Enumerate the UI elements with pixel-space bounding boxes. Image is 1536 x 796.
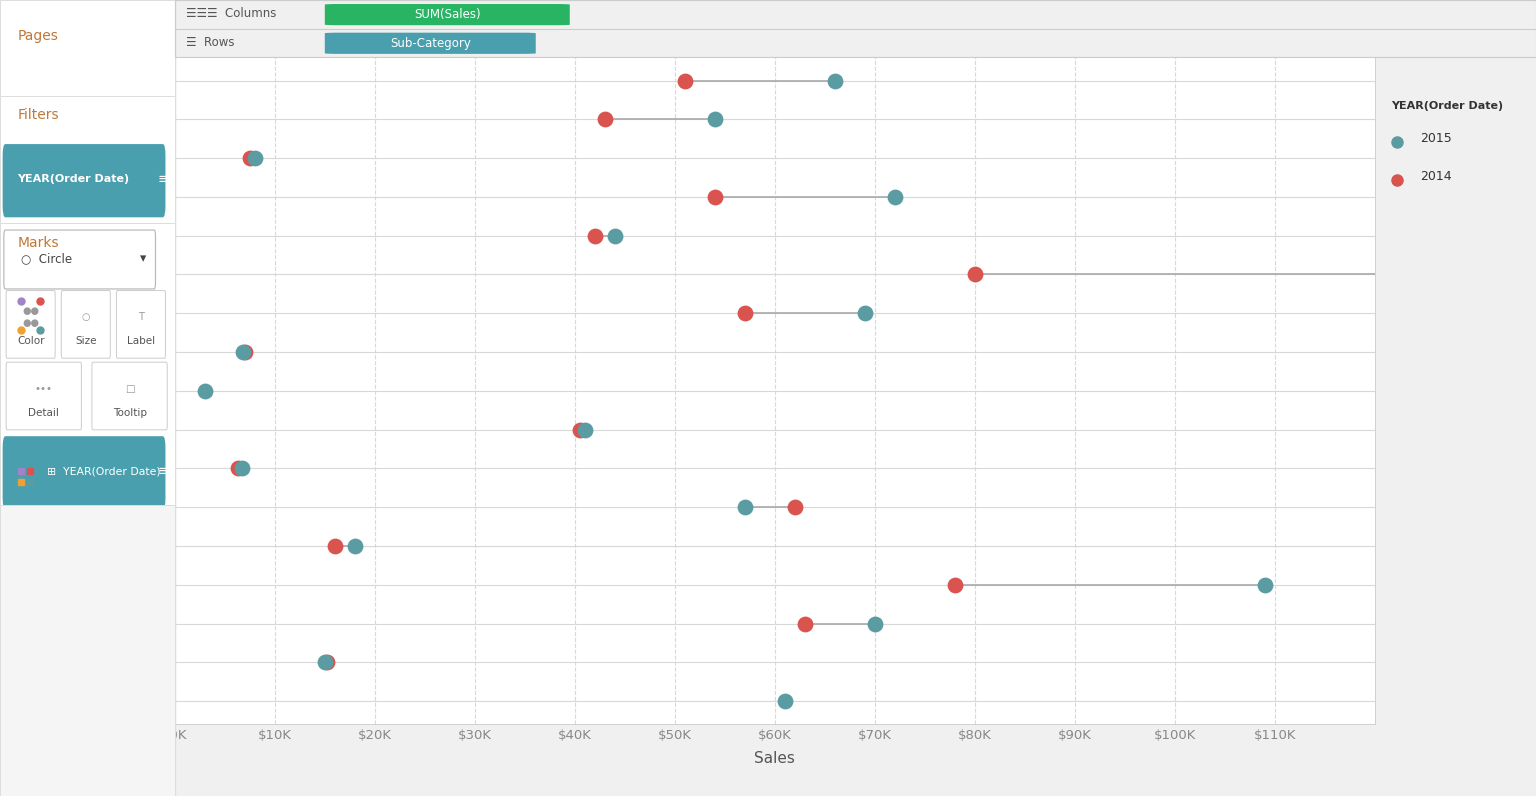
Point	[943, 579, 968, 591]
FancyBboxPatch shape	[3, 144, 166, 217]
Point	[573, 423, 598, 436]
Text: Detail: Detail	[28, 408, 60, 418]
Text: Size: Size	[75, 336, 97, 346]
Point	[883, 190, 908, 203]
Text: Label: Label	[127, 336, 155, 346]
Point	[226, 462, 250, 474]
Point	[323, 540, 347, 552]
Point	[793, 617, 817, 630]
Bar	[0, 96, 175, 223]
Text: Tooltip: Tooltip	[112, 408, 146, 418]
Text: Pages: Pages	[17, 29, 58, 43]
Point	[238, 152, 263, 165]
Text: Sub-Category: Sub-Category	[390, 37, 470, 50]
Point	[733, 501, 757, 513]
FancyBboxPatch shape	[117, 291, 166, 358]
Point	[243, 152, 267, 165]
Text: □: □	[124, 384, 135, 394]
Text: ▾: ▾	[140, 252, 147, 265]
Text: Filters: Filters	[17, 108, 58, 123]
Point	[963, 268, 988, 281]
Text: ⊞  YEAR(Order Date): ⊞ YEAR(Order Date)	[48, 466, 161, 476]
FancyBboxPatch shape	[61, 291, 111, 358]
Point	[602, 229, 627, 242]
Point	[733, 307, 757, 320]
Point	[863, 617, 888, 630]
Text: 2014: 2014	[1421, 170, 1452, 183]
Bar	[0, 223, 175, 505]
Text: 2015: 2015	[1421, 132, 1452, 146]
Bar	[0, 505, 175, 796]
Point	[673, 74, 697, 87]
Text: T: T	[138, 312, 144, 322]
Text: SUM(Sales): SUM(Sales)	[415, 8, 481, 21]
Point	[773, 695, 797, 708]
Point	[230, 345, 255, 358]
Point	[823, 74, 848, 87]
FancyBboxPatch shape	[5, 230, 155, 289]
Point	[343, 540, 367, 552]
Point	[702, 190, 727, 203]
Text: •••: •••	[35, 384, 52, 394]
Text: Color: Color	[17, 336, 45, 346]
Text: YEAR(Order Date): YEAR(Order Date)	[17, 174, 129, 184]
Text: ☰  Rows: ☰ Rows	[186, 36, 235, 49]
FancyBboxPatch shape	[324, 33, 536, 54]
Point	[1252, 579, 1276, 591]
Text: ○: ○	[81, 312, 91, 322]
Point	[315, 656, 339, 669]
Point	[852, 307, 877, 320]
FancyBboxPatch shape	[3, 436, 166, 509]
Point	[568, 423, 593, 436]
Point	[1482, 268, 1507, 281]
FancyBboxPatch shape	[6, 291, 55, 358]
Text: ☰☰☰  Columns: ☰☰☰ Columns	[186, 7, 276, 20]
X-axis label: Sales: Sales	[754, 751, 796, 766]
Point	[194, 384, 218, 397]
Point	[230, 462, 255, 474]
Point	[313, 656, 338, 669]
FancyBboxPatch shape	[6, 362, 81, 430]
Text: Marks: Marks	[17, 236, 58, 250]
Text: ●●
●●: ●● ●●	[22, 306, 38, 328]
FancyBboxPatch shape	[324, 4, 570, 25]
Text: ○  Circle: ○ Circle	[22, 252, 72, 265]
Point	[582, 229, 607, 242]
Text: ≡: ≡	[157, 172, 169, 186]
Point	[783, 501, 808, 513]
Point	[702, 113, 727, 126]
Text: ≡: ≡	[157, 464, 169, 478]
Text: YEAR(Order Date): YEAR(Order Date)	[1392, 101, 1504, 111]
Bar	[0, 0, 175, 96]
Point	[593, 113, 617, 126]
Point	[233, 345, 258, 358]
FancyBboxPatch shape	[92, 362, 167, 430]
